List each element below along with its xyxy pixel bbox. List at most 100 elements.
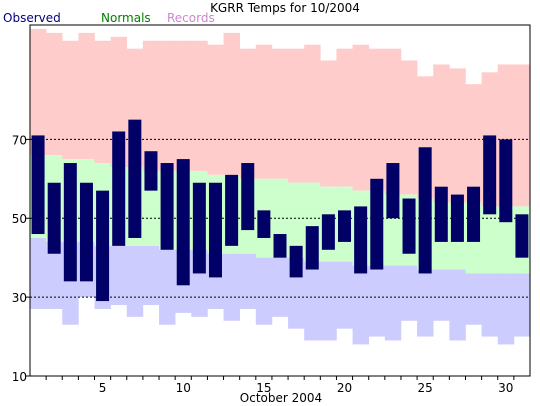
observed-bar <box>192 182 206 274</box>
record-low-band <box>368 265 386 337</box>
record-low-band <box>513 273 531 337</box>
normal-band <box>288 182 305 258</box>
record-low-band <box>142 245 160 306</box>
normal-band <box>497 206 515 274</box>
observed-bar <box>128 119 142 238</box>
record-low-band <box>320 261 337 341</box>
record-low-band <box>304 261 321 341</box>
observed-bars <box>31 119 529 302</box>
record-band <box>207 44 224 175</box>
legend-records: Records <box>167 11 215 25</box>
observed-bar <box>450 194 464 242</box>
record-low-band <box>46 241 63 309</box>
record-low-band <box>400 265 418 321</box>
observed-bar <box>386 163 400 219</box>
record-band <box>30 28 47 156</box>
record-band <box>271 48 289 179</box>
record-band <box>191 40 208 171</box>
x-tick-label: 10 <box>176 381 191 395</box>
observed-bar <box>483 135 497 215</box>
record-band <box>449 68 466 203</box>
observed-bar <box>273 234 287 258</box>
x-tick-label: 30 <box>498 381 513 395</box>
observed-bar <box>515 214 529 258</box>
observed-bar <box>418 147 432 274</box>
y-tick-label: 10 <box>12 370 27 384</box>
x-tick-label: 5 <box>99 381 107 395</box>
record-low-band <box>449 269 466 341</box>
record-low-band <box>433 269 450 321</box>
observed-bar <box>96 190 110 302</box>
record-band <box>368 48 386 191</box>
record-band <box>400 60 418 195</box>
record-band <box>62 40 79 160</box>
x-axis: 5 10 15 20 25 30 <box>45 376 515 395</box>
observed-bar <box>31 135 45 235</box>
observed-bar <box>47 182 61 254</box>
observed-bar <box>112 131 126 246</box>
observed-bar <box>499 139 513 223</box>
plot-frame <box>29 24 531 377</box>
observed-bar <box>241 163 255 231</box>
record-band <box>433 64 450 203</box>
record-low-band <box>352 265 370 345</box>
observed-bar <box>176 159 190 286</box>
observed-bar <box>467 186 481 242</box>
record-band <box>352 44 370 191</box>
record-band <box>223 32 240 175</box>
observed-bar <box>305 226 319 270</box>
record-low-band <box>384 265 402 341</box>
observed-bar <box>79 182 93 282</box>
observed-bar <box>208 182 222 278</box>
observed-bar <box>402 198 416 254</box>
record-low-band <box>271 257 289 317</box>
observed-bar <box>370 178 384 270</box>
x-tick-label: 15 <box>256 381 271 395</box>
record-band <box>304 44 321 183</box>
record-low-band <box>417 269 434 337</box>
record-band <box>288 48 305 183</box>
record-low-band <box>30 237 47 309</box>
chart-title: KGRR Temps for 10/2004 <box>210 1 360 15</box>
observed-bar <box>63 163 77 282</box>
record-band <box>255 44 273 179</box>
record-low-band <box>159 249 176 325</box>
observed-bar <box>338 210 352 242</box>
record-low-band <box>465 273 482 325</box>
record-band <box>336 48 353 187</box>
record-band <box>513 64 531 207</box>
record-band <box>46 32 63 156</box>
y-tick-label: 70 <box>12 133 27 147</box>
record-band <box>78 32 95 160</box>
record-low-band <box>239 253 257 309</box>
observed-bar <box>289 245 303 278</box>
x-tick-label: 20 <box>337 381 352 395</box>
record-low-band <box>255 257 273 325</box>
record-low-band <box>481 273 499 337</box>
observed-bar <box>160 163 174 250</box>
legend-normals: Normals <box>101 11 151 25</box>
observed-bar <box>144 151 158 191</box>
normal-band <box>481 206 499 274</box>
x-axis-label: October 2004 <box>240 391 322 405</box>
legend: Observed Normals Records <box>3 11 215 25</box>
observed-bar <box>257 210 271 238</box>
observed-bar <box>434 186 448 242</box>
record-band <box>159 40 176 171</box>
record-low-band <box>336 261 353 329</box>
record-band <box>142 40 160 171</box>
y-axis: 10 30 50 70 <box>12 133 30 384</box>
record-low-band <box>110 245 128 306</box>
record-band <box>175 40 192 171</box>
record-band <box>320 60 337 187</box>
record-low-band <box>223 253 240 321</box>
record-band <box>465 84 482 203</box>
observed-bar <box>321 214 335 250</box>
legend-observed: Observed <box>3 11 61 25</box>
record-low-band <box>497 273 515 345</box>
x-tick-label: 25 <box>418 381 433 395</box>
record-band <box>94 40 111 164</box>
observed-bar <box>225 174 239 246</box>
record-band <box>239 48 257 179</box>
